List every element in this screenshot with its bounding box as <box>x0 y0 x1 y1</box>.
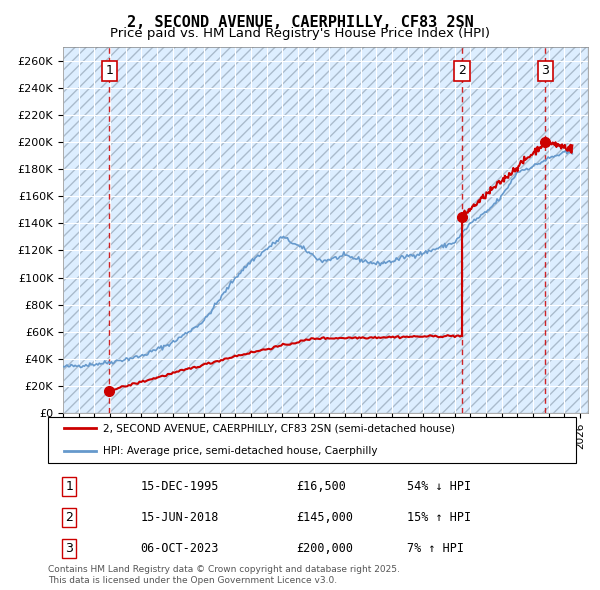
Text: 2, SECOND AVENUE, CAERPHILLY, CF83 2SN: 2, SECOND AVENUE, CAERPHILLY, CF83 2SN <box>127 15 473 30</box>
Text: 2: 2 <box>65 511 73 524</box>
Text: £145,000: £145,000 <box>296 511 353 524</box>
FancyBboxPatch shape <box>48 417 576 463</box>
Text: 2, SECOND AVENUE, CAERPHILLY, CF83 2SN (semi-detached house): 2, SECOND AVENUE, CAERPHILLY, CF83 2SN (… <box>103 423 455 433</box>
Text: 06-OCT-2023: 06-OCT-2023 <box>140 542 219 555</box>
Text: 15-JUN-2018: 15-JUN-2018 <box>140 511 219 524</box>
Text: 1: 1 <box>106 64 113 77</box>
Text: £16,500: £16,500 <box>296 480 346 493</box>
Text: HPI: Average price, semi-detached house, Caerphilly: HPI: Average price, semi-detached house,… <box>103 445 378 455</box>
Text: Price paid vs. HM Land Registry's House Price Index (HPI): Price paid vs. HM Land Registry's House … <box>110 27 490 40</box>
Text: 3: 3 <box>65 542 73 555</box>
Text: £200,000: £200,000 <box>296 542 353 555</box>
Text: 1: 1 <box>65 480 73 493</box>
Text: 7% ↑ HPI: 7% ↑ HPI <box>407 542 464 555</box>
Text: 3: 3 <box>541 64 549 77</box>
Text: 54% ↓ HPI: 54% ↓ HPI <box>407 480 471 493</box>
Text: Contains HM Land Registry data © Crown copyright and database right 2025.
This d: Contains HM Land Registry data © Crown c… <box>48 565 400 585</box>
Text: 15% ↑ HPI: 15% ↑ HPI <box>407 511 471 524</box>
Text: 2: 2 <box>458 64 466 77</box>
Text: 15-DEC-1995: 15-DEC-1995 <box>140 480 219 493</box>
